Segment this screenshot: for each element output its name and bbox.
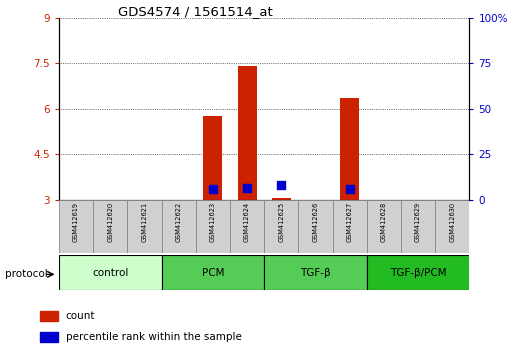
FancyBboxPatch shape [59,200,93,253]
Text: count: count [66,311,95,321]
Point [277,182,285,188]
FancyBboxPatch shape [401,200,435,253]
Text: TGF-β: TGF-β [300,268,331,278]
Bar [272,198,291,200]
FancyBboxPatch shape [435,200,469,253]
Text: GDS4574 / 1561514_at: GDS4574 / 1561514_at [117,5,272,18]
FancyBboxPatch shape [299,200,332,253]
FancyBboxPatch shape [59,255,162,290]
FancyBboxPatch shape [264,200,299,253]
Text: PCM: PCM [202,268,224,278]
Text: GSM412628: GSM412628 [381,202,387,242]
Text: GSM412620: GSM412620 [107,202,113,242]
Bar [40,311,58,321]
FancyBboxPatch shape [264,255,367,290]
FancyBboxPatch shape [367,255,469,290]
Point [209,187,217,192]
Bar [238,66,256,200]
FancyBboxPatch shape [332,200,367,253]
FancyBboxPatch shape [230,200,264,253]
Text: GSM412622: GSM412622 [175,202,182,242]
FancyBboxPatch shape [367,200,401,253]
FancyBboxPatch shape [196,200,230,253]
Bar [340,98,359,200]
Bar [40,332,58,342]
FancyBboxPatch shape [127,200,162,253]
Text: GSM412621: GSM412621 [142,202,148,242]
Text: GSM412626: GSM412626 [312,202,319,242]
Point [346,187,354,192]
Text: GSM412623: GSM412623 [210,202,216,242]
FancyBboxPatch shape [93,200,127,253]
Bar [204,116,222,200]
Text: TGF-β/PCM: TGF-β/PCM [390,268,446,278]
Text: percentile rank within the sample: percentile rank within the sample [66,332,242,342]
Text: control: control [92,268,128,278]
Text: GSM412627: GSM412627 [347,202,353,242]
Text: GSM412629: GSM412629 [415,202,421,242]
Text: GSM412619: GSM412619 [73,202,79,241]
Text: GSM412630: GSM412630 [449,202,456,242]
Text: GSM412624: GSM412624 [244,202,250,242]
Text: GSM412625: GSM412625 [278,202,284,242]
Point [243,185,251,191]
FancyBboxPatch shape [162,200,196,253]
Text: protocol: protocol [5,269,48,279]
FancyBboxPatch shape [162,255,264,290]
